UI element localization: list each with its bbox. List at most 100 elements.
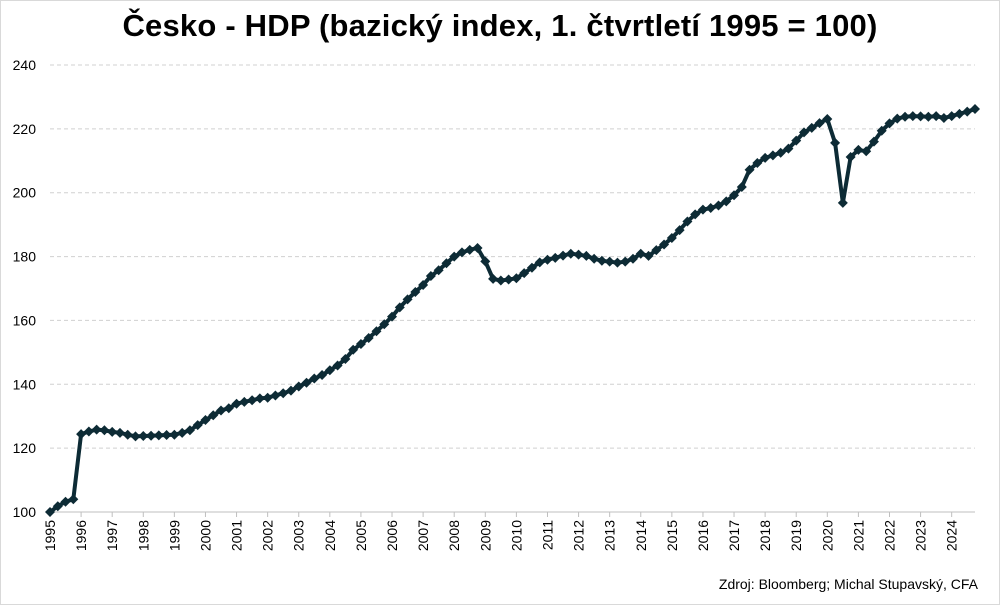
- data-point: [480, 256, 491, 267]
- x-tick-label: 2000: [197, 520, 213, 551]
- x-tick-label: 2014: [633, 520, 649, 551]
- data-point: [892, 113, 903, 124]
- data-point: [418, 279, 429, 290]
- y-tick-label: 100: [13, 504, 37, 520]
- data-point: [876, 125, 887, 136]
- data-point: [177, 427, 188, 438]
- data-point: [340, 354, 351, 365]
- data-point: [355, 339, 366, 350]
- data-point: [573, 249, 584, 260]
- data-point: [52, 501, 63, 512]
- data-point: [690, 209, 701, 220]
- x-tick-label: 2001: [229, 520, 245, 551]
- data-point: [495, 275, 506, 286]
- data-point: [332, 360, 343, 371]
- y-tick-label: 200: [13, 185, 37, 201]
- data-point: [114, 427, 125, 438]
- data-point: [278, 388, 289, 399]
- data-point: [456, 247, 467, 258]
- data-point: [729, 190, 740, 201]
- data-point: [868, 136, 879, 147]
- data-point: [775, 147, 786, 158]
- data-point: [697, 204, 708, 215]
- x-tick-label: 2004: [322, 520, 338, 551]
- y-tick-label: 240: [13, 57, 37, 73]
- data-point: [441, 258, 452, 269]
- data-point: [472, 242, 483, 253]
- data-point: [60, 496, 71, 507]
- data-point: [861, 146, 872, 157]
- data-point: [853, 144, 864, 155]
- x-tick-label: 2023: [913, 520, 929, 551]
- plot-area: [45, 104, 980, 517]
- data-point: [822, 113, 833, 124]
- data-point: [627, 253, 638, 264]
- data-point: [713, 200, 724, 211]
- data-point: [153, 430, 164, 441]
- data-point: [550, 252, 561, 263]
- data-point: [526, 262, 537, 273]
- data-point: [379, 319, 390, 330]
- data-point: [371, 326, 382, 337]
- y-axis: 100 120 140 160 180 200 220 240: [13, 57, 37, 520]
- data-point: [387, 311, 398, 322]
- x-tick-label: 2021: [850, 520, 866, 551]
- x-tick-label: 2017: [726, 520, 742, 551]
- x-tick-label: 2003: [291, 520, 307, 551]
- data-point: [589, 253, 600, 264]
- data-point: [76, 429, 87, 440]
- data-point: [394, 302, 405, 313]
- data-point: [581, 250, 592, 261]
- x-tick-label: 1998: [135, 520, 151, 551]
- data-point: [954, 108, 965, 119]
- data-point: [464, 244, 475, 255]
- data-point: [285, 385, 296, 396]
- data-point: [239, 396, 250, 407]
- data-point: [511, 273, 522, 284]
- data-point: [798, 127, 809, 138]
- data-point: [200, 415, 211, 426]
- x-tick-label: 2019: [788, 520, 804, 551]
- source-note: Zdroj: Bloomberg; Michal Stupavský, CFA: [718, 576, 978, 592]
- data-point: [534, 257, 545, 268]
- x-tick-label: 1997: [104, 520, 120, 551]
- data-point: [643, 250, 654, 261]
- chart-title: Česko - HDP (bazický index, 1. čtvrtletí…: [122, 8, 878, 43]
- data-point: [558, 250, 569, 261]
- data-point: [184, 425, 195, 436]
- x-tick-label: 2008: [446, 520, 462, 551]
- x-tick-label: 2022: [881, 520, 897, 551]
- x-tick-label: 2024: [944, 520, 960, 551]
- data-point: [223, 403, 234, 414]
- x-tick-label: 2009: [477, 520, 493, 551]
- data-point: [845, 151, 856, 162]
- data-point: [99, 425, 110, 436]
- data-point: [301, 377, 312, 388]
- data-point: [884, 118, 895, 129]
- data-point: [752, 158, 763, 169]
- data-point: [970, 104, 980, 115]
- x-tick-label: 2010: [508, 520, 524, 551]
- data-point: [705, 203, 716, 214]
- data-point: [814, 118, 825, 129]
- data-point: [192, 420, 203, 431]
- x-tick-label: 2018: [757, 520, 773, 551]
- x-tick-label: 2013: [602, 520, 618, 551]
- y-tick-label: 220: [13, 121, 37, 137]
- data-point: [923, 111, 934, 122]
- data-point: [519, 268, 530, 279]
- data-point: [907, 111, 918, 122]
- data-point: [830, 137, 841, 148]
- x-tick-label: 1995: [42, 520, 58, 551]
- data-point: [122, 429, 133, 440]
- data-point: [666, 233, 677, 244]
- data-point: [216, 405, 227, 416]
- data-point: [208, 410, 219, 421]
- data-point: [744, 164, 755, 175]
- data-point: [962, 106, 973, 117]
- data-point: [425, 271, 436, 282]
- data-point: [938, 113, 949, 124]
- data-point: [363, 332, 374, 343]
- x-tick-label: 2020: [819, 520, 835, 551]
- y-tick-label: 120: [13, 440, 37, 456]
